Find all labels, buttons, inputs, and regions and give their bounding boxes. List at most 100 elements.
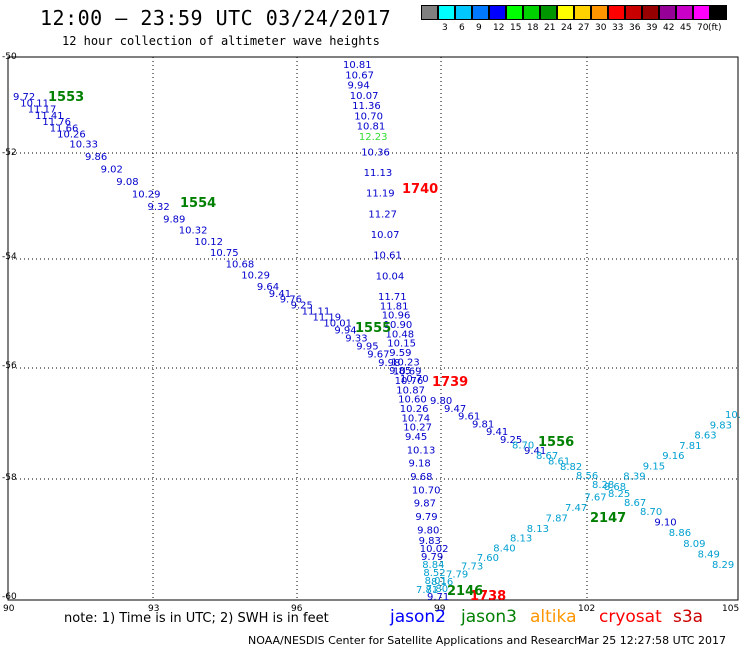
track-value: 9.32 xyxy=(148,202,170,213)
track-value: 9.71 xyxy=(427,592,449,603)
track-value: 10.76 xyxy=(395,376,424,387)
lat-label: -54 xyxy=(2,252,17,262)
track-value: 8.16 xyxy=(431,577,453,588)
track-value: 9.41 xyxy=(486,427,508,438)
legend-swatch xyxy=(506,5,523,20)
legend-swatch xyxy=(676,5,693,20)
pass-label: 1740 xyxy=(402,182,438,197)
legend-label: 15 xyxy=(510,23,522,33)
legend-swatch xyxy=(557,5,574,20)
track-value: 9.83 xyxy=(710,420,732,431)
track-value: 10.02 xyxy=(420,544,449,555)
lon-label: 93 xyxy=(148,604,160,614)
track-value: 11.27 xyxy=(368,209,397,220)
track-value: 9.94 xyxy=(348,81,370,92)
track-value: 9.61 xyxy=(458,412,480,423)
track-value: 7.80 xyxy=(426,584,448,595)
track-value: 10.13 xyxy=(407,445,436,456)
track-value: 11.13 xyxy=(364,168,393,179)
lon-label: 96 xyxy=(291,604,303,614)
lon-label: 99 xyxy=(434,604,446,614)
track-value: 9.68 xyxy=(410,472,432,483)
legend-label: 39 xyxy=(646,23,658,33)
track-value: 10.12 xyxy=(194,237,223,248)
legend-label: 27 xyxy=(578,23,590,33)
track-value: 8.25 xyxy=(608,489,630,500)
note-text: note: 1) Time is in UTC; 2) SWH is in fe… xyxy=(64,611,329,626)
track-value: 10.29 xyxy=(241,271,270,282)
track-value: 9.67 xyxy=(367,350,389,361)
track-value: 8.68 xyxy=(604,482,626,493)
track-value: 8.28 xyxy=(592,480,614,491)
track-value: 9.85 xyxy=(389,366,411,377)
track-value: 11.71 xyxy=(378,292,407,303)
track-value: 8.70 xyxy=(512,440,534,451)
track-value: 7.73 xyxy=(461,562,483,573)
sat-cryosat: cryosat xyxy=(599,607,662,627)
legend-swatch xyxy=(489,5,506,20)
pass-label: 1555 xyxy=(355,321,391,336)
track-value: 8.40 xyxy=(493,543,515,554)
legend-swatch xyxy=(608,5,625,20)
track-value: 9.79 xyxy=(421,552,443,563)
track-value: 9.45 xyxy=(405,432,427,443)
track-value: 11.76 xyxy=(42,117,71,128)
lat-label: -56 xyxy=(2,361,17,371)
legend-swatch xyxy=(693,5,710,20)
legend-label: 12 xyxy=(493,23,505,33)
track-value: 11.66 xyxy=(50,123,79,134)
track-value: 11.11 xyxy=(302,307,331,318)
track-value: 9.89 xyxy=(163,214,185,225)
legend-swatch xyxy=(540,5,557,20)
legend-label: 24 xyxy=(561,23,573,33)
track-value: 8.56 xyxy=(576,471,598,482)
legend-swatch xyxy=(710,5,727,20)
track-value: 9.95 xyxy=(356,342,378,353)
track-value: 11.19 xyxy=(366,189,395,200)
track-value: 9.87 xyxy=(414,499,436,510)
track-value: 10.26 xyxy=(400,404,429,415)
track-value: 9.16 xyxy=(662,451,684,462)
legend-label: 3 xyxy=(442,23,448,33)
track-value: 8.39 xyxy=(623,472,645,483)
track-value: 9.33 xyxy=(345,333,367,344)
track-value: 9.25 xyxy=(291,301,313,312)
track-value: 10.96 xyxy=(382,311,411,322)
pass-label: 1739 xyxy=(432,375,468,390)
track-value: 8.63 xyxy=(694,431,716,442)
lon-label: 105 xyxy=(722,604,740,614)
track-value: 8.13 xyxy=(510,534,532,545)
legend-swatch xyxy=(659,5,676,20)
legend-swatch xyxy=(438,5,455,20)
track-value: 9.18 xyxy=(409,459,431,470)
track-value: 10.36 xyxy=(361,147,390,158)
legend-label: (ft) xyxy=(708,23,722,33)
track-value: 7.87 xyxy=(546,514,568,525)
track-value: 7.47 xyxy=(565,503,587,514)
track-value: 12.23 xyxy=(359,132,388,143)
track-value: 9.94 xyxy=(334,325,356,336)
track-value: 10.75 xyxy=(210,248,239,259)
track-value: 9.47 xyxy=(444,404,466,415)
track-value: 10.74 xyxy=(402,413,431,424)
legend-label: 42 xyxy=(663,23,675,33)
track-value: 10.81 xyxy=(343,60,372,71)
track-value: 10.67 xyxy=(345,70,374,81)
track-value: 7.60 xyxy=(477,553,499,564)
track-value: 10.48 xyxy=(386,329,415,340)
track-value: 8.52 xyxy=(423,568,445,579)
track-value: 9.80 xyxy=(417,525,439,536)
track-value: 8.70 xyxy=(640,507,662,518)
track-value: 10.29 xyxy=(132,190,161,201)
track-value: 10.69 xyxy=(393,367,422,378)
lat-label: -52 xyxy=(2,148,17,158)
lat-label: -60 xyxy=(2,592,17,602)
lon-label: 90 xyxy=(3,604,15,614)
track-value: 10.01 xyxy=(323,318,352,329)
legend-label: 21 xyxy=(544,23,556,33)
header-title: 12:00 – 23:59 UTC 03/24/2017 xyxy=(40,6,392,30)
track-value: 10.11 xyxy=(20,98,49,109)
lon-label: 102 xyxy=(578,604,596,614)
track-value: 9.64 xyxy=(257,282,279,293)
track-value: 11.81 xyxy=(380,301,409,312)
